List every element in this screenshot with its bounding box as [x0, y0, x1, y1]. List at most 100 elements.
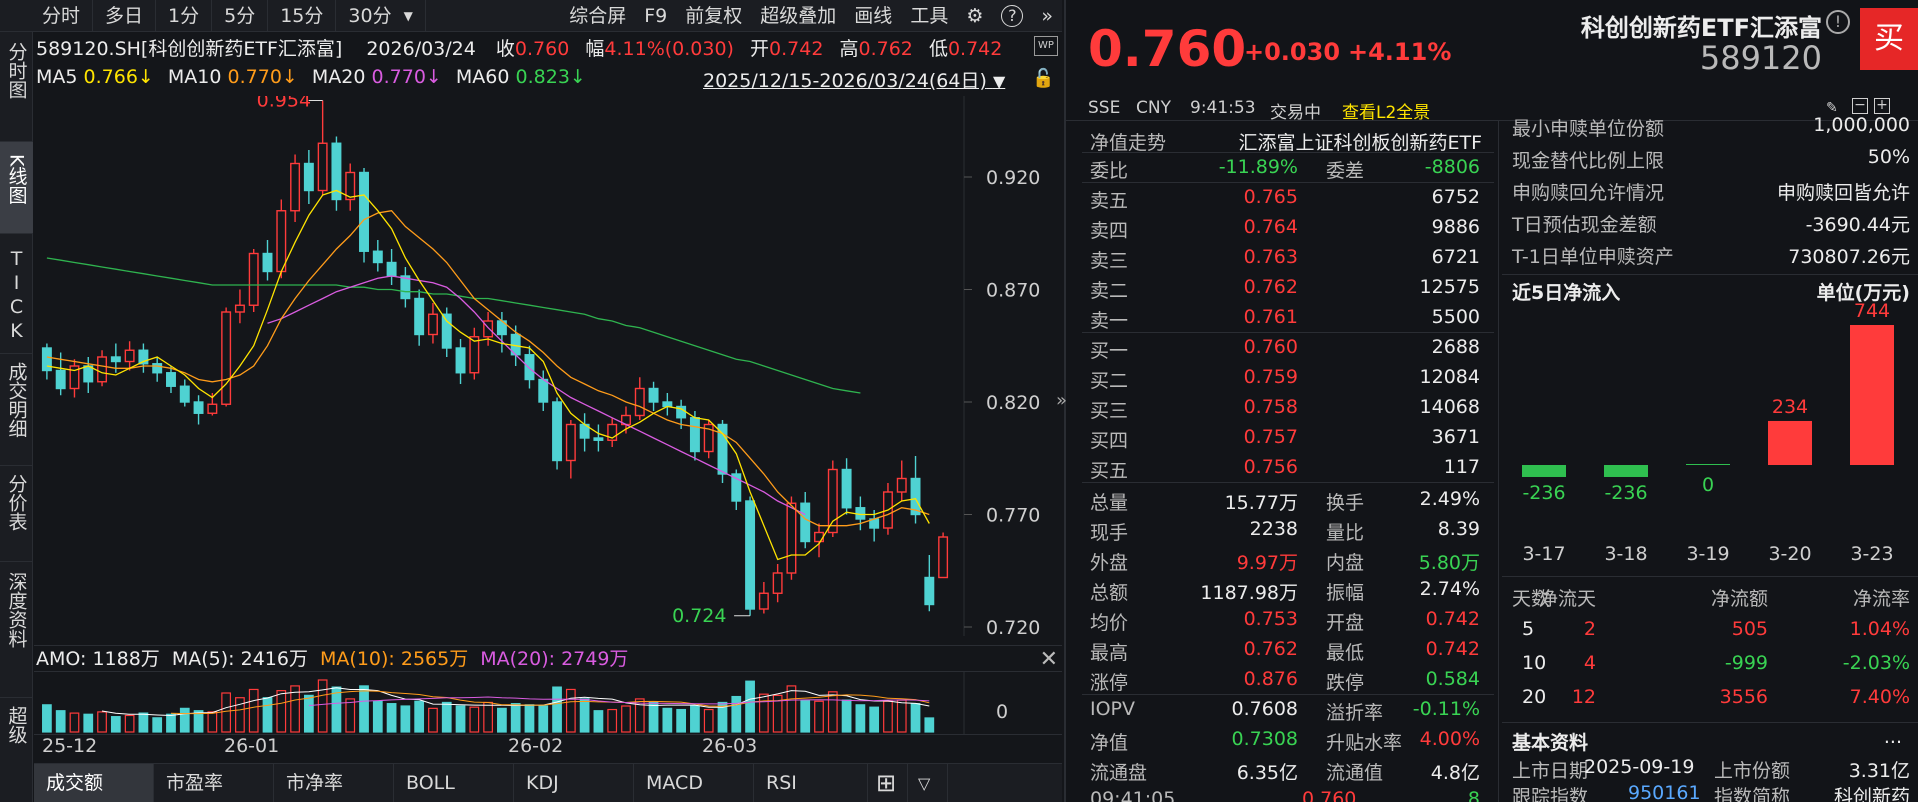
candle[interactable] — [593, 424, 604, 452]
candle[interactable] — [138, 343, 149, 373]
candle[interactable] — [372, 240, 383, 272]
candle[interactable] — [786, 496, 797, 580]
candle[interactable] — [552, 397, 563, 470]
candle[interactable] — [234, 289, 245, 324]
vtab-intraday[interactable]: 分时图 — [0, 32, 33, 142]
candle[interactable] — [717, 420, 728, 483]
candle[interactable] — [924, 555, 935, 612]
candle[interactable] — [303, 150, 314, 204]
candle[interactable] — [648, 381, 659, 411]
candle[interactable] — [221, 307, 232, 407]
edit-icon[interactable]: ✎ — [1826, 100, 1838, 116]
candle[interactable] — [634, 377, 645, 420]
candle[interactable] — [524, 345, 535, 389]
candle[interactable] — [359, 168, 369, 263]
candle[interactable] — [427, 303, 438, 344]
f9-button[interactable]: F9 — [644, 4, 668, 27]
candle[interactable] — [910, 456, 921, 524]
vtab-price-table[interactable]: 分价表 — [0, 466, 33, 562]
vtab-tick[interactable]: TICK — [0, 234, 33, 354]
candle[interactable] — [827, 460, 838, 538]
kline-chart[interactable]: 0.920 0.870 0.820 0.770 0.720 0.954 0.724 — [34, 96, 1062, 636]
tab-turnover[interactable]: 成交额 — [34, 764, 154, 802]
candle[interactable] — [262, 240, 273, 281]
candle[interactable] — [41, 343, 52, 380]
add-indicator-icon[interactable]: ⊞ — [868, 764, 908, 802]
composite-screen-button[interactable]: 综合屏 — [569, 4, 627, 27]
candle[interactable] — [772, 564, 783, 603]
wp-icon[interactable]: WP — [1034, 36, 1058, 56]
tab-5min[interactable]: 5分 — [212, 0, 269, 32]
candle[interactable] — [441, 307, 452, 358]
vtab-depth-data[interactable]: 深度资料 — [0, 562, 33, 698]
tab-30min[interactable]: 30分 — [348, 4, 392, 27]
candle[interactable] — [124, 341, 135, 371]
vtab-kline[interactable]: K线图 — [0, 142, 33, 234]
tab-1min[interactable]: 1分 — [156, 0, 213, 32]
overlay-button[interactable]: 超级叠加 — [760, 4, 837, 27]
lock-icon[interactable]: 🔓 — [1032, 68, 1055, 89]
candle[interactable] — [841, 458, 852, 515]
stat-label: 流通值 — [1326, 762, 1384, 784]
draw-line-button[interactable]: 画线 — [854, 4, 893, 27]
chevron-down-icon[interactable]: ▼ — [992, 72, 1006, 91]
double-chevron-right-icon[interactable]: » — [1041, 4, 1053, 27]
candle[interactable] — [565, 420, 576, 479]
info-icon[interactable]: ! — [1826, 10, 1850, 34]
tab-rsi[interactable]: RSI — [754, 764, 868, 802]
period-dropdown-icon[interactable]: ▼ — [404, 0, 426, 32]
candle[interactable] — [179, 379, 190, 407]
ma20-value: 0.770↓ — [371, 66, 442, 88]
candle[interactable] — [69, 359, 80, 398]
help-icon[interactable]: ? — [992, 0, 1032, 32]
candle[interactable] — [607, 417, 618, 447]
candle[interactable] — [938, 532, 949, 579]
candle[interactable] — [248, 249, 259, 312]
candle[interactable] — [469, 327, 480, 380]
candle[interactable] — [758, 582, 769, 614]
tab-15min[interactable]: 15分 — [268, 0, 337, 32]
candle[interactable] — [745, 496, 756, 616]
tab-intraday[interactable]: 分时 — [0, 0, 94, 32]
expand-chevron-icon[interactable]: » — [1056, 390, 1068, 411]
date-range-selector[interactable]: 2025/12/15-2026/03/24(64日) ▼ — [703, 66, 1005, 93]
candle[interactable] — [400, 267, 411, 308]
vtab-trade-detail[interactable]: 成交明细 — [0, 354, 33, 466]
candle[interactable] — [455, 339, 466, 384]
close-icon[interactable]: ✕ — [1039, 647, 1058, 672]
candle[interactable] — [731, 469, 742, 511]
tab-pe[interactable]: 市盈率 — [154, 764, 274, 802]
forward-adjust-button[interactable]: 前复权 — [685, 4, 743, 27]
tab-pb[interactable]: 市净率 — [274, 764, 394, 802]
candle[interactable] — [193, 395, 204, 425]
candle[interactable] — [896, 460, 907, 502]
candle[interactable] — [800, 492, 811, 549]
volume-chart[interactable]: 0 — [34, 672, 1062, 734]
minus-icon[interactable]: − — [1852, 98, 1868, 114]
buy-button[interactable]: 买 — [1860, 8, 1918, 70]
candle[interactable] — [97, 350, 108, 387]
candle[interactable] — [166, 366, 176, 393]
plus-icon[interactable]: + — [1874, 98, 1890, 114]
x-tick: 26-02 — [508, 735, 564, 757]
tools-button[interactable]: 工具 — [910, 4, 949, 27]
candle[interactable] — [290, 154, 301, 223]
gear-icon[interactable]: ⚙ — [966, 4, 984, 27]
more-icon[interactable]: ... — [1883, 726, 1902, 748]
candle[interactable] — [317, 100, 328, 196]
tab-kdj[interactable]: KDJ — [514, 764, 634, 802]
candle[interactable] — [414, 289, 425, 346]
candle[interactable] — [331, 136, 342, 211]
l2-link[interactable]: 查看L2全景 — [1342, 103, 1431, 123]
candle[interactable] — [703, 420, 714, 459]
chevron-down-icon[interactable]: ▽ — [908, 764, 948, 802]
candle[interactable] — [345, 163, 356, 211]
nav-trend-label[interactable]: 净值走势 — [1090, 132, 1167, 154]
tracking-index-value[interactable]: 950161 — [1628, 782, 1701, 802]
tab-multiday[interactable]: 多日 — [93, 0, 157, 32]
candle[interactable] — [152, 357, 163, 382]
tab-boll[interactable]: BOLL — [394, 764, 514, 802]
candle[interactable] — [483, 312, 494, 346]
tab-macd[interactable]: MACD — [634, 764, 754, 802]
vtab-super[interactable]: 超级 — [5, 706, 28, 744]
